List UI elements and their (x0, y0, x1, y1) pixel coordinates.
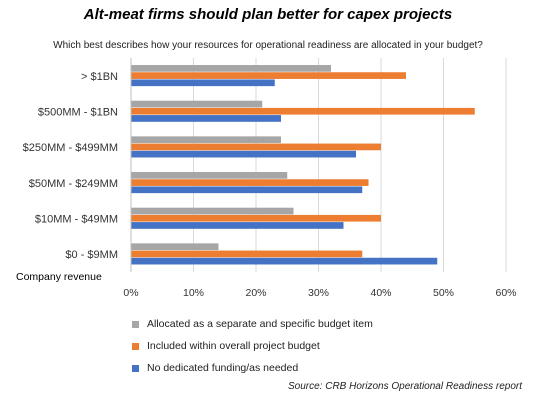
bar (131, 214, 381, 222)
category-label: $50MM - $249MM (29, 178, 118, 190)
bar (131, 186, 363, 194)
category-label: $250MM - $499MM (23, 142, 118, 154)
legend-label-included: Included within overall project budget (147, 340, 320, 352)
bar (131, 72, 406, 79)
bar (131, 100, 263, 108)
x-tick-label: 60% (495, 287, 516, 299)
legend-item-included: Included within overall project budget (132, 335, 373, 357)
bar (131, 243, 219, 251)
bar (131, 172, 288, 179)
bar (131, 115, 281, 122)
chart-title: Alt-meat firms should plan better for ca… (83, 6, 453, 23)
source-note: Source: CRB Horizons Operational Readine… (288, 381, 522, 392)
category-label: $500MM - $1BN (38, 107, 118, 119)
bar (131, 207, 294, 215)
x-tick-label: 50% (433, 287, 454, 299)
bar (131, 65, 331, 72)
bar (131, 179, 369, 186)
x-tick-label: 10% (183, 287, 204, 299)
chart-subtitle: Which best describes how your resources … (53, 40, 483, 51)
bar (131, 222, 344, 229)
category-label: $0 - $9MM (65, 249, 118, 261)
legend-item-allocated: Allocated as a separate and specific bud… (132, 313, 373, 335)
bar (131, 136, 281, 144)
legend-swatch-no-dedicated (132, 364, 139, 372)
bar (131, 257, 438, 265)
legend-label-no-dedicated: No dedicated funding/as needed (147, 362, 299, 374)
legend: Allocated as a separate and specific bud… (132, 313, 373, 379)
category-label: > $1BN (81, 71, 118, 83)
legend-label-allocated: Allocated as a separate and specific bud… (147, 318, 373, 330)
x-tick-label: 0% (123, 287, 138, 299)
bar (131, 150, 356, 158)
bar (131, 250, 363, 258)
legend-swatch-included (132, 342, 139, 350)
x-tick-label: 30% (308, 287, 329, 299)
category-label: $10MM - $49MM (35, 214, 118, 226)
x-tick-label: 40% (370, 287, 391, 299)
legend-item-no-dedicated: No dedicated funding/as needed (132, 357, 373, 379)
bar (131, 79, 275, 87)
bar (131, 107, 475, 115)
legend-swatch-allocated (132, 320, 139, 328)
bar (131, 143, 381, 151)
y-axis-title: Company revenue (16, 271, 102, 283)
x-tick-label: 20% (245, 287, 266, 299)
bar-chart: 0% 10% 20% 30% 40% 50% 60% > $1BN $500MM - $1BN $… (16, 58, 517, 299)
